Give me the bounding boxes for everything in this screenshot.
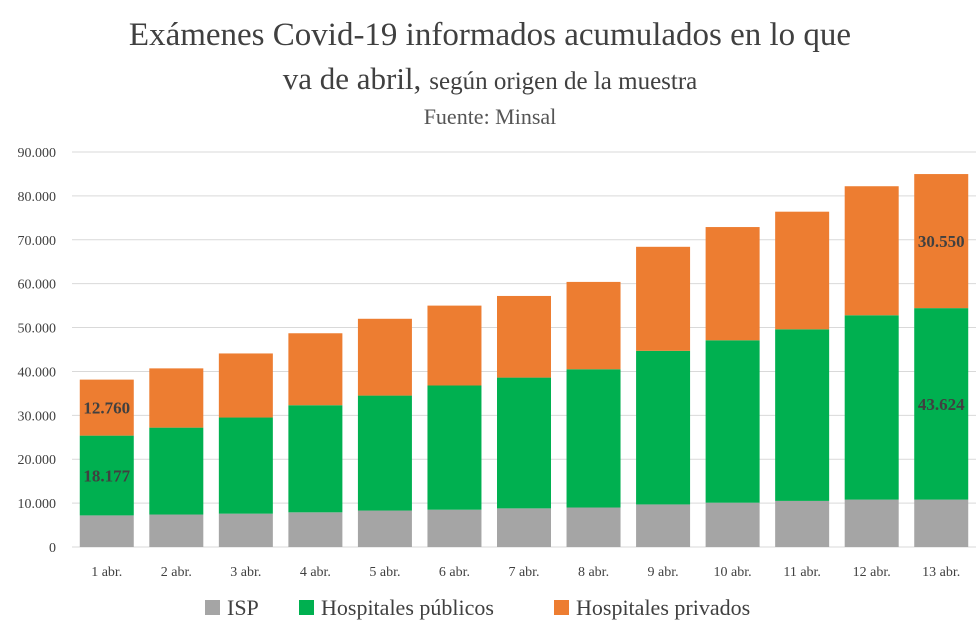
bar-hospitales-privados-5 <box>357 318 412 396</box>
bar-hospitales-privados-12 <box>844 186 899 316</box>
legend-swatch-2 <box>299 600 314 615</box>
data-label-1: 12.760 <box>83 399 130 418</box>
y-tick-label-8: 80.000 <box>18 190 57 205</box>
bar-hospitales-privados-11 <box>775 211 830 330</box>
x-tick-label-1: 1 abr. <box>91 565 122 580</box>
data-label-2: 18.177 <box>83 467 130 486</box>
y-tick-label-6: 60.000 <box>18 278 57 293</box>
bar-isp-5 <box>357 510 412 547</box>
x-tick-label-12: 12 abr. <box>853 565 891 580</box>
chart-title-line2-part2: según origen de la muestra <box>429 68 697 95</box>
y-tick-label-5: 50.000 <box>18 322 57 337</box>
y-tick-label-3: 30.000 <box>18 409 57 424</box>
bar-hospitales-privados-9 <box>636 246 691 351</box>
chart-title-line1: Exámenes Covid-19 informados acumulados … <box>129 17 851 53</box>
legend-swatch-1 <box>205 600 220 615</box>
x-tick-label-5: 5 abr. <box>369 565 400 580</box>
bar-hospitales-públicos-10 <box>705 340 760 503</box>
chart-title-line2: va de abril, según origen de la muestra <box>283 61 698 96</box>
bar-hospitales-públicos-1 <box>79 435 134 516</box>
x-tick-label-10: 10 abr. <box>714 565 752 580</box>
legend-label-3: Hospitales privados <box>576 595 750 620</box>
axes: 0 10.000 20.000 30.000 40.000 50.000 60.000 70.… <box>18 146 961 580</box>
bar-hospitales-públicos-6 <box>427 385 482 510</box>
x-tick-label-9: 9 abr. <box>648 565 679 580</box>
bar-isp-8 <box>566 507 621 547</box>
y-tick-label-1: 10.000 <box>18 497 57 512</box>
x-tick-label-11: 11 abr. <box>783 565 821 580</box>
bar-hospitales-privados-6 <box>427 305 482 386</box>
chart-subtitle: Fuente: Minsal <box>424 104 557 129</box>
x-tick-label-2: 2 abr. <box>161 565 192 580</box>
y-tick-label-0: 0 <box>49 541 56 556</box>
bar-hospitales-públicos-13 <box>914 308 969 500</box>
bar-isp-11 <box>775 500 830 547</box>
bar-isp-2 <box>149 514 204 547</box>
legend-label-2: Hospitales públicos <box>321 595 494 620</box>
bar-isp-4 <box>288 512 343 547</box>
bar-hospitales-públicos-3 <box>218 417 273 514</box>
bar-isp-7 <box>497 508 551 547</box>
bar-hospitales-privados-10 <box>705 227 760 341</box>
bar-hospitales-públicos-8 <box>566 369 621 508</box>
data-labels: 12.760 18.177 30.550 43.624 <box>83 232 965 485</box>
bar-hospitales-públicos-9 <box>636 350 691 505</box>
bar-isp-10 <box>705 502 760 547</box>
bar-hospitales-públicos-4 <box>288 405 343 513</box>
bar-isp-6 <box>427 509 482 547</box>
legend: ISP Hospitales públicos Hospitales privado… <box>205 595 750 620</box>
bar-hospitales-públicos-11 <box>775 329 830 501</box>
bar-hospitales-públicos-7 <box>497 377 551 509</box>
chart-title-line2-part1: va de abril, <box>283 61 422 96</box>
legend-swatch-3 <box>554 600 569 615</box>
bar-hospitales-privados-2 <box>149 368 204 428</box>
x-tick-label-4: 4 abr. <box>300 565 331 580</box>
x-tick-label-13: 13 abr. <box>922 565 960 580</box>
bar-hospitales-privados-7 <box>497 295 551 378</box>
y-tick-label-4: 40.000 <box>18 365 57 380</box>
x-tick-label-3: 3 abr. <box>230 565 261 580</box>
bar-isp-13 <box>914 499 969 547</box>
data-label-3: 30.550 <box>918 232 965 251</box>
x-tick-label-7: 7 abr. <box>508 565 539 580</box>
y-tick-label-9: 90.000 <box>18 146 57 161</box>
x-tick-label-6: 6 abr. <box>439 565 470 580</box>
data-label-4: 43.624 <box>918 395 965 414</box>
bar-hospitales-privados-13 <box>914 174 969 309</box>
bar-hospitales-privados-8 <box>566 281 621 370</box>
bars <box>79 174 969 547</box>
bar-hospitales-públicos-2 <box>149 427 204 515</box>
bar-hospitales-privados-4 <box>288 333 343 406</box>
bar-isp-1 <box>79 515 134 547</box>
bar-hospitales-privados-1 <box>79 379 134 436</box>
bar-hospitales-públicos-5 <box>357 395 412 511</box>
bar-isp-12 <box>844 499 899 547</box>
x-tick-label-8: 8 abr. <box>578 565 609 580</box>
bar-hospitales-privados-3 <box>218 353 273 418</box>
y-tick-label-7: 70.000 <box>18 234 57 249</box>
bar-hospitales-públicos-12 <box>844 315 899 500</box>
bar-isp-9 <box>636 504 691 547</box>
y-tick-label-2: 20.000 <box>18 453 57 468</box>
legend-label-1: ISP <box>227 595 259 620</box>
bar-isp-3 <box>218 513 273 547</box>
